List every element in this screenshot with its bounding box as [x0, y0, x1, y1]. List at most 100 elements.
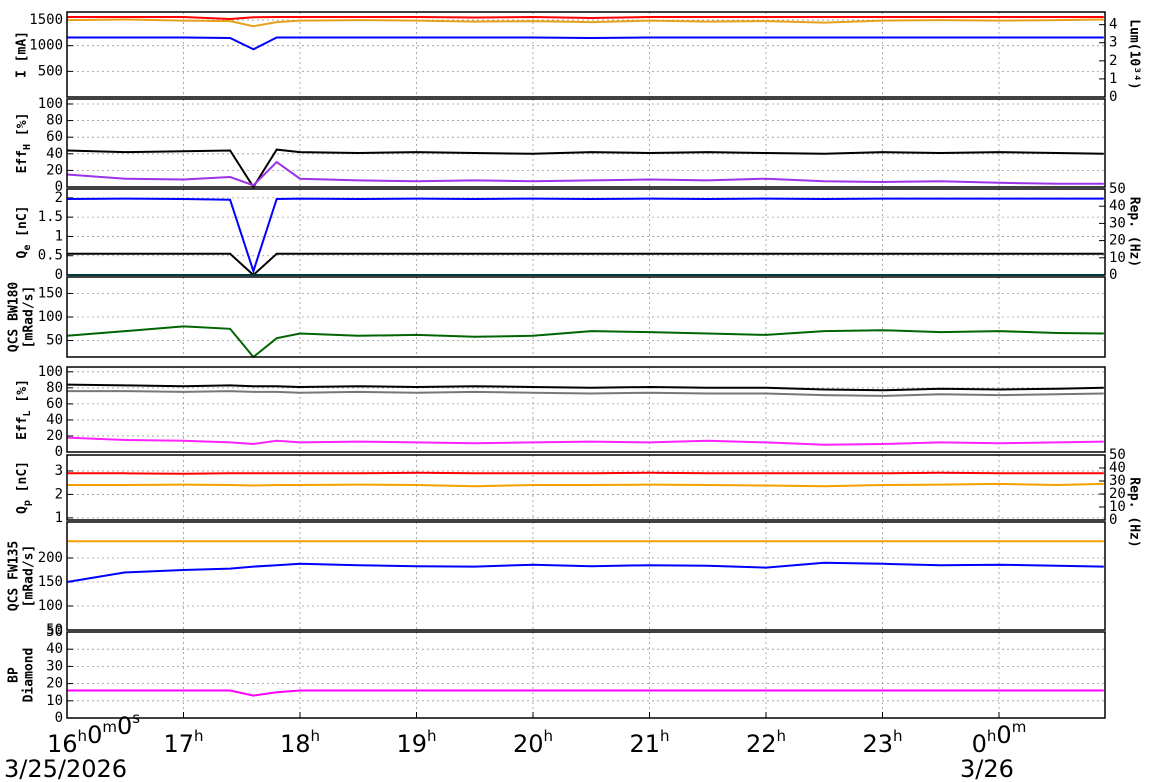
y-tick-label: 20: [46, 676, 63, 692]
y-axis-label: [mRad/s]: [22, 286, 37, 349]
y-axis-label: Diamond: [22, 648, 37, 703]
series-line: [66, 160, 1104, 187]
x-tick-label: 22h: [746, 727, 786, 759]
series-line: [66, 383, 1104, 392]
y-tick-label: 0: [55, 444, 63, 460]
y-tick-label: 100: [38, 364, 63, 380]
y2-tick-label: 40: [1109, 198, 1126, 214]
y-tick-label: 0: [55, 710, 63, 726]
y-tick-label: 1500: [29, 12, 63, 28]
y-axis-label: EffH [%]: [15, 113, 34, 174]
series-line: [66, 18, 1104, 28]
y-tick-label: 1: [55, 228, 63, 244]
panel-frame: [66, 521, 1106, 631]
y-tick-label: 40: [46, 641, 63, 657]
y2-tick-label: 20: [1109, 486, 1126, 502]
y2-tick-label: 10: [1109, 250, 1126, 266]
y2-tick-label: 0: [1109, 89, 1117, 105]
panel-frame: [66, 276, 1106, 358]
y-axis-label: [mRad/s]: [22, 545, 37, 608]
y-tick-label: 20: [46, 428, 63, 444]
y2-axis-label: Rep. (Hz): [1127, 477, 1142, 547]
y-tick-label: 100: [38, 96, 63, 112]
y-axis-label: Qe [nC]: [15, 206, 34, 259]
x-tick-label: 20h: [513, 727, 553, 759]
x-tick-label: 23h: [862, 727, 902, 759]
x-tick-label: 18h: [280, 727, 320, 759]
y-tick-label: 100: [38, 598, 63, 614]
date-label: 3/25/2026: [4, 755, 127, 782]
y-tick-label: 50: [46, 333, 63, 349]
series-line: [66, 148, 1104, 189]
x-tick-label: 16h0m0s: [47, 709, 140, 759]
y2-tick-label: 4: [1109, 17, 1117, 33]
series-line: [66, 197, 1104, 275]
y2-tick-label: 10: [1109, 499, 1126, 515]
y-tick-label: 50: [46, 624, 63, 640]
y-tick-label: 200: [38, 550, 63, 566]
y-axis-label: BP: [7, 667, 22, 683]
x-tick-label: 19h: [396, 727, 436, 759]
x-tick-label: 17h: [163, 727, 203, 759]
y-tick-label: 1.5: [38, 209, 63, 225]
y-tick-label: 500: [38, 63, 63, 79]
panel-frame: [66, 454, 1106, 521]
series-line: [67, 390, 1104, 397]
y-tick-label: 0: [55, 267, 63, 283]
series-line: [66, 325, 1104, 359]
y-tick-label: 3: [55, 463, 63, 479]
y2-axis-label: Rep. (Hz): [1127, 197, 1142, 267]
y2-tick-label: 3: [1109, 35, 1117, 51]
panel-frame: [66, 631, 1106, 719]
y2-tick-label: 0: [1109, 512, 1117, 528]
panel-frame: [66, 98, 1106, 188]
y-axis-label: EffL [%]: [15, 379, 34, 440]
y2-axis-label: Lum(10³⁴): [1127, 19, 1142, 89]
y-tick-label: 2: [55, 486, 63, 502]
y2-tick-label: 40: [1109, 460, 1126, 476]
series-line: [67, 471, 1104, 475]
y-tick-label: 10: [46, 693, 63, 709]
y-tick-label: 1: [55, 510, 63, 526]
y-tick-label: 40: [46, 412, 63, 428]
y-tick-label: 80: [46, 113, 63, 129]
y-tick-label: 40: [46, 146, 63, 162]
y-axis-label: Qp [nC]: [15, 461, 34, 514]
x-tick-label: 0h0m: [972, 718, 1027, 759]
y-tick-label: 1000: [29, 38, 63, 54]
series-line: [66, 561, 1104, 583]
panel-frame: [66, 188, 1106, 276]
y2-tick-label: 50: [1109, 447, 1126, 463]
series-line: [67, 36, 1104, 51]
y-axis-label: QCS BW180: [7, 282, 22, 353]
y-tick-label: 0: [55, 179, 63, 195]
y2-tick-label: 0: [1109, 267, 1117, 283]
series-line: [67, 15, 1104, 21]
series-line: [67, 482, 1104, 488]
y-tick-label: 150: [38, 574, 63, 590]
panel-frame: [66, 11, 1106, 98]
y-axis-label: I [mA]: [15, 31, 30, 78]
y-tick-label: 60: [46, 396, 63, 412]
y-tick-label: 2: [55, 190, 63, 206]
y2-tick-label: 30: [1109, 473, 1126, 489]
y-tick-label: 80: [46, 380, 63, 396]
y-tick-label: 100: [38, 309, 63, 325]
y-tick-label: 60: [46, 129, 63, 145]
y-tick-label: 150: [38, 285, 63, 301]
y-tick-label: 30: [46, 658, 63, 674]
y2-tick-label: 20: [1109, 233, 1126, 249]
y2-tick-label: 2: [1109, 53, 1117, 69]
y-tick-label: 50: [46, 622, 63, 638]
series-line: [66, 436, 1104, 446]
y-tick-label: 20: [46, 162, 63, 178]
series-line: [67, 689, 1104, 697]
y-axis-label: QCS FW135: [7, 541, 22, 611]
y-tick-label: 0.5: [38, 248, 63, 264]
date-label: 3/26: [960, 755, 1014, 782]
x-tick-label: 21h: [629, 727, 669, 759]
panel-frame: [66, 366, 1106, 453]
series-line: [67, 252, 1104, 277]
y2-tick-label: 50: [1109, 181, 1126, 197]
